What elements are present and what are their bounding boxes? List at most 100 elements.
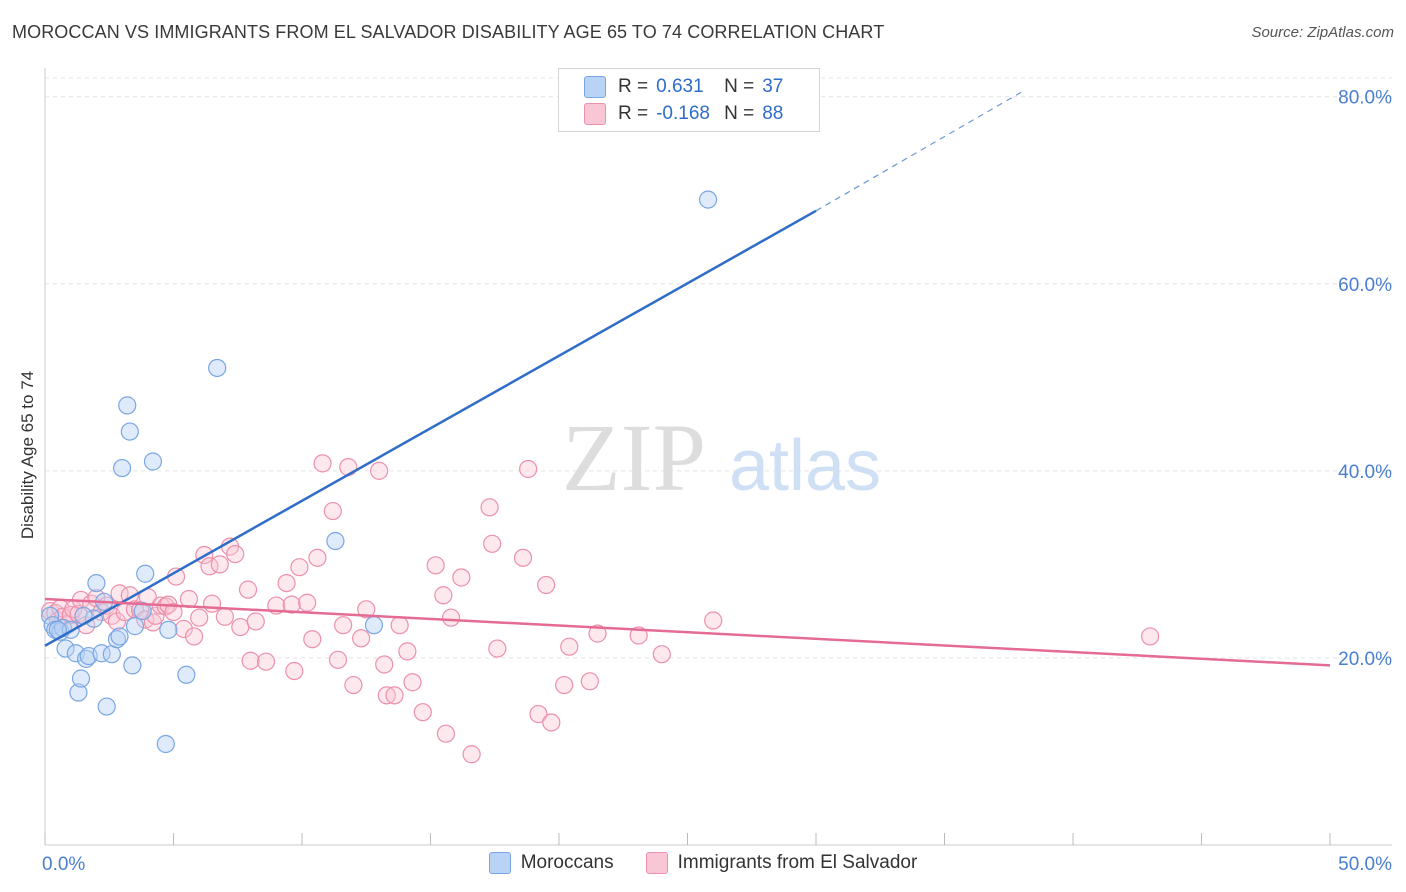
data-point — [256, 652, 276, 671]
y-tick-label: 60.0% — [1338, 275, 1392, 296]
data-point — [441, 608, 461, 627]
data-point — [1140, 627, 1160, 646]
trend-line — [44, 209, 817, 647]
data-point — [202, 594, 222, 613]
data-point — [542, 713, 561, 732]
data-point — [238, 580, 258, 599]
trend-line-extension — [815, 91, 1022, 212]
data-point — [560, 637, 579, 656]
legend-swatch-el-salvador — [584, 103, 606, 125]
data-point — [537, 575, 556, 595]
data-point — [704, 611, 723, 630]
data-point — [112, 458, 132, 478]
data-point — [69, 683, 88, 702]
data-point — [413, 703, 432, 722]
legend-item-el-salvador[interactable]: Immigrants from El Salvador — [645, 852, 918, 874]
data-point — [159, 620, 178, 639]
data-point — [323, 501, 342, 521]
y-tick-label: 40.0% — [1338, 462, 1392, 483]
legend-item-moroccans[interactable]: Moroccans — [488, 852, 614, 874]
data-point — [370, 461, 389, 480]
data-point — [143, 452, 163, 471]
data-point — [120, 422, 139, 441]
data-point — [241, 651, 260, 670]
legend-row-el-salvador: R = -0.168 N = 88 — [584, 102, 783, 126]
data-point — [390, 616, 409, 635]
data-point — [519, 459, 538, 479]
data-point — [513, 548, 533, 567]
tick-labels: 20.0% 40.0% 60.0% 80.0% 0.0% 50.0% — [42, 88, 1392, 875]
data-point — [375, 655, 394, 674]
data-point — [344, 675, 363, 695]
data-point — [488, 639, 507, 658]
data-point — [403, 673, 422, 692]
y-tick-label: 80.0% — [1338, 88, 1392, 109]
legend-n-label: N = — [724, 76, 755, 97]
data-point — [110, 627, 129, 646]
data-point — [136, 564, 155, 583]
data-point — [156, 734, 175, 754]
data-point — [462, 745, 481, 764]
data-point — [426, 556, 445, 575]
data-point — [118, 396, 137, 415]
trend-lines — [44, 91, 1331, 667]
data-point — [231, 617, 250, 637]
series-legend: Moroccans Immigrants from El Salvador — [0, 852, 1406, 874]
data-point — [177, 665, 196, 684]
data-point — [352, 629, 371, 648]
watermark-atlas: atlas — [729, 426, 881, 506]
data-point — [164, 602, 183, 622]
watermark-zip: ZIP — [562, 404, 706, 511]
stats-legend: R = 0.631 N = 37 R = -0.168 N = 88 — [558, 68, 820, 132]
data-point — [588, 624, 607, 643]
data-point — [385, 686, 404, 705]
legend-n-value: 88 — [762, 103, 784, 124]
data-point — [184, 627, 204, 646]
data-point — [357, 600, 376, 619]
data-point — [308, 548, 327, 567]
data-point — [56, 639, 75, 658]
legend-r-value: 0.631 — [656, 76, 704, 97]
legend-row-moroccans: R = 0.631 N = 37 — [584, 75, 783, 99]
data-point — [290, 558, 309, 577]
data-point — [87, 573, 106, 593]
chart-title: MOROCCAN VS IMMIGRANTS FROM EL SALVADOR … — [12, 22, 885, 42]
legend-label-el-salvador: Immigrants from El Salvador — [677, 852, 918, 873]
y-tick-label: 20.0% — [1338, 649, 1392, 670]
legend-r-value: -0.168 — [656, 103, 710, 124]
data-point — [377, 686, 396, 705]
data-point — [215, 607, 234, 626]
trend-line — [44, 597, 1331, 667]
legend-label-moroccans: Moroccans — [520, 852, 614, 873]
data-point — [282, 595, 301, 614]
data-point — [398, 642, 417, 661]
data-point — [226, 545, 245, 564]
grid-layer — [45, 77, 1392, 659]
data-point — [580, 672, 599, 691]
data-point — [529, 704, 548, 724]
data-point — [436, 724, 456, 743]
axis-layer — [44, 68, 1392, 846]
data-point — [434, 586, 453, 605]
x-tick-label: 0.0% — [42, 854, 85, 875]
data-point — [555, 675, 574, 695]
data-point — [339, 458, 358, 477]
data-point — [190, 608, 209, 627]
data-point — [71, 669, 91, 688]
legend-n-label: N = — [724, 103, 755, 124]
legend-r-label: R = — [618, 76, 649, 97]
data-point — [298, 593, 317, 612]
legend-swatch-moroccans — [584, 76, 606, 98]
source-attribution: Source: ZipAtlas.com — [1251, 24, 1394, 41]
data-point — [698, 190, 718, 209]
data-point — [313, 454, 332, 473]
data-point — [174, 619, 193, 639]
data-point — [123, 656, 142, 675]
data-point — [97, 697, 116, 716]
data-point — [107, 630, 127, 649]
data-point — [285, 661, 304, 681]
data-point — [125, 617, 145, 636]
data-point — [328, 650, 348, 669]
data-point — [334, 616, 353, 635]
